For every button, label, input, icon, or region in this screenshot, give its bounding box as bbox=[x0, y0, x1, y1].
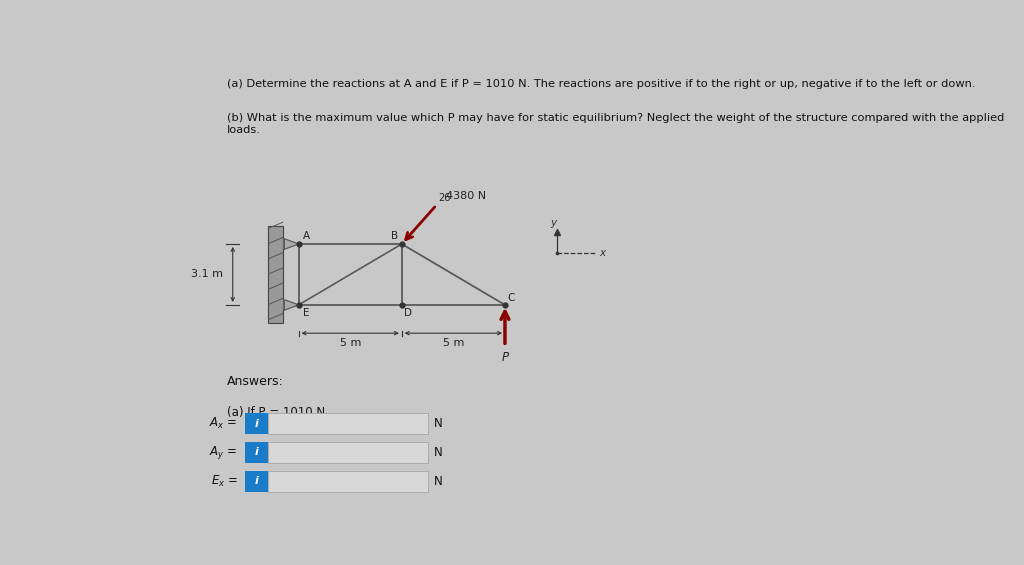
Bar bbox=[267, 471, 428, 492]
Text: (a) Determine the reactions at A and E if P = 1010 N. The reactions are positive: (a) Determine the reactions at A and E i… bbox=[227, 79, 976, 89]
Text: 3.1 m: 3.1 m bbox=[191, 270, 223, 280]
Text: i: i bbox=[255, 447, 258, 458]
Text: y: y bbox=[550, 218, 556, 228]
Text: 4380 N: 4380 N bbox=[446, 192, 486, 201]
Text: (a) If P = 1010 N,: (a) If P = 1010 N, bbox=[227, 406, 329, 419]
Text: A: A bbox=[303, 231, 309, 241]
Polygon shape bbox=[285, 239, 299, 249]
Text: $A_y$ =: $A_y$ = bbox=[209, 444, 238, 461]
Text: $E_x$ =: $E_x$ = bbox=[211, 473, 238, 489]
Text: i: i bbox=[255, 476, 258, 486]
Text: N: N bbox=[434, 475, 443, 488]
Text: 26: 26 bbox=[438, 193, 451, 203]
Bar bbox=[268, 226, 283, 323]
Bar bbox=[246, 471, 267, 492]
Text: E: E bbox=[303, 307, 309, 318]
Text: D: D bbox=[404, 307, 413, 318]
Polygon shape bbox=[285, 299, 299, 310]
Bar bbox=[267, 413, 428, 434]
Text: Answers:: Answers: bbox=[227, 375, 284, 388]
Bar bbox=[267, 442, 428, 463]
Text: i: i bbox=[255, 419, 258, 429]
Bar bbox=[246, 442, 267, 463]
Text: 5 m: 5 m bbox=[442, 338, 464, 349]
Text: B: B bbox=[391, 231, 397, 241]
Text: x: x bbox=[599, 247, 605, 258]
Text: N: N bbox=[434, 446, 443, 459]
Bar bbox=[246, 413, 267, 434]
Text: C: C bbox=[507, 293, 515, 303]
Text: 5 m: 5 m bbox=[340, 338, 360, 349]
Text: (b) What is the maximum value which P may have for static equilibrium? Neglect t: (b) What is the maximum value which P ma… bbox=[227, 114, 1005, 135]
Text: N: N bbox=[434, 417, 443, 430]
Text: P: P bbox=[502, 351, 509, 364]
Text: $A_x$ =: $A_x$ = bbox=[209, 416, 238, 431]
